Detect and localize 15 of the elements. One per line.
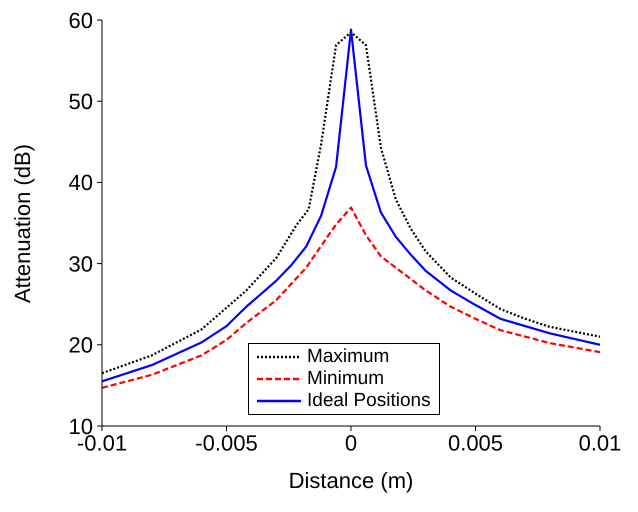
y-tick-label: 30 [68, 251, 93, 276]
y-tick-label: 40 [68, 170, 93, 196]
x-tick-label: 0 [344, 430, 358, 456]
y-tick-label: 60 [68, 8, 93, 33]
y-axis-title: Attenuation (dB) [10, 144, 35, 303]
x-tick-label: -0.005 [195, 430, 258, 456]
x-tick-label: 0.01 [578, 430, 622, 456]
y-tick-label: 50 [68, 89, 93, 114]
x-axis-title: Distance (m) [288, 468, 414, 493]
legend-label: Minimum [307, 368, 384, 390]
legend-label: Ideal Positions [307, 390, 431, 412]
x-tick-label: 0.005 [448, 430, 504, 456]
line-series [102, 206, 600, 389]
y-tick-label: 20 [68, 332, 93, 358]
legend-label: Maximum [307, 346, 390, 368]
